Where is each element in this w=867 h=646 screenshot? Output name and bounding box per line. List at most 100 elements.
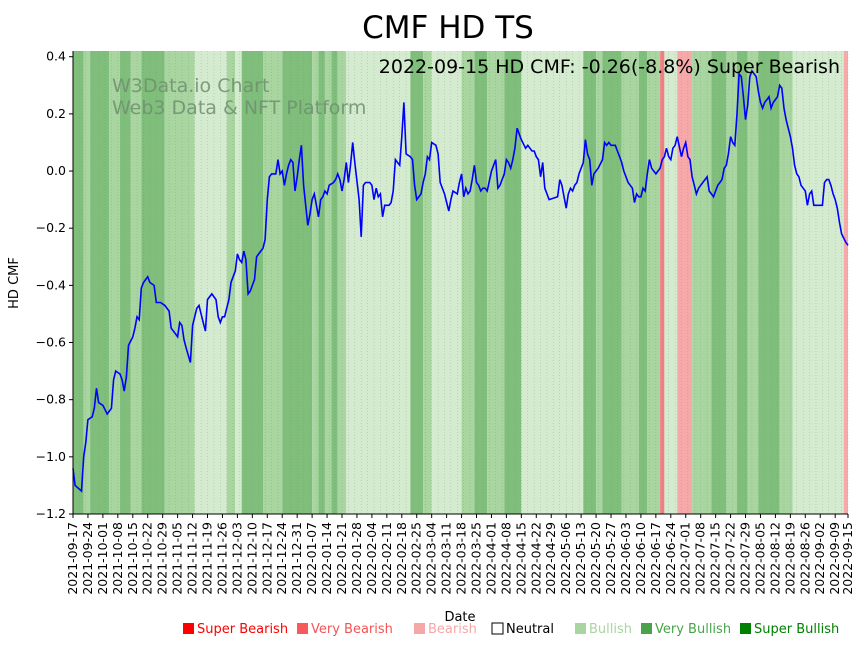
x-tick-label: 2021-12-17 bbox=[259, 522, 274, 595]
regime-band-neutral-bullish bbox=[792, 51, 844, 514]
x-tick-label: 2022-03-18 bbox=[454, 522, 469, 595]
x-tick-label: 2022-09-02 bbox=[812, 522, 827, 595]
watermark-line-1: W3Data.io Chart bbox=[112, 75, 269, 97]
regime-band-very-bullish bbox=[90, 51, 110, 514]
regime-band-bullish bbox=[312, 51, 319, 514]
regime-band-very-bullish bbox=[602, 51, 622, 514]
x-tick-label: 2022-01-07 bbox=[304, 522, 319, 595]
y-tick-label: −0.4 bbox=[36, 277, 66, 292]
x-tick-label: 2022-05-20 bbox=[588, 522, 603, 595]
legend-item-label: Very Bullish bbox=[655, 622, 731, 637]
x-tick-label: 2022-04-22 bbox=[528, 522, 543, 595]
legend-swatch bbox=[740, 623, 751, 634]
x-tick-label: 2022-04-15 bbox=[513, 522, 528, 595]
regime-band-very-bullish bbox=[73, 51, 84, 514]
x-tick-label: 2021-10-29 bbox=[155, 522, 170, 595]
legend-item-label: Bearish bbox=[428, 622, 477, 637]
regime-band-bullish bbox=[83, 51, 91, 514]
axes: −1.2 −1.0 −0.8 −0.6 −0.4 −0.2 0.0 0.2 0.4 2021-09… bbox=[36, 49, 855, 595]
regime-band-very-bullish bbox=[583, 51, 597, 514]
regime-band-very-bullish bbox=[141, 51, 165, 514]
regime-band-very-bullish bbox=[119, 51, 131, 514]
legend-item-label: Super Bearish bbox=[197, 622, 288, 637]
y-tick-label: −1.2 bbox=[36, 506, 66, 521]
y-axis-label: HD CMF bbox=[7, 257, 22, 309]
x-tick-label: 2022-03-11 bbox=[439, 522, 454, 595]
x-tick-label: 2021-12-03 bbox=[229, 522, 244, 595]
x-tick-label: 2022-06-10 bbox=[633, 522, 648, 595]
legend-swatch bbox=[641, 623, 652, 634]
x-tick-label: 2022-08-12 bbox=[767, 522, 782, 595]
regime-band-neutral-bullish bbox=[346, 51, 411, 514]
x-tick-label: 2021-12-24 bbox=[274, 522, 289, 595]
y-tick-label: 0.4 bbox=[46, 49, 66, 64]
legend-item-label: Bullish bbox=[589, 622, 632, 637]
y-tick-label: −0.6 bbox=[36, 335, 66, 350]
x-tick-label: 2021-11-05 bbox=[170, 522, 185, 595]
hd-cmf-series-line bbox=[72, 69, 849, 493]
x-tick-label: 2021-10-15 bbox=[125, 522, 140, 595]
x-tick-label: 2022-07-22 bbox=[723, 522, 738, 595]
x-tick-label: 2022-02-11 bbox=[379, 522, 394, 595]
x-tick-label: 2022-04-08 bbox=[498, 522, 513, 595]
x-tick-label: 2022-01-28 bbox=[349, 522, 364, 595]
legend: Super Bearish Very Bearish Bearish Neutral B… bbox=[183, 622, 839, 637]
legend-item-label: Very Bearish bbox=[311, 622, 393, 637]
x-tick-label: 2021-12-10 bbox=[244, 522, 259, 595]
regime-band-very-bullish bbox=[736, 51, 748, 514]
regime-band-neutral-bullish bbox=[194, 51, 227, 514]
x-tick-label: 2022-07-01 bbox=[678, 522, 693, 595]
regime-band-bullish bbox=[779, 51, 793, 514]
x-axis-label: Date bbox=[444, 610, 475, 625]
regime-band-bullish bbox=[423, 51, 432, 514]
x-tick-label: 2022-08-26 bbox=[797, 522, 812, 595]
x-tick-label: 2022-02-04 bbox=[364, 522, 379, 595]
regime-band-very-bullish bbox=[758, 51, 780, 514]
regime-band-bullish bbox=[263, 51, 283, 514]
x-tick-label: 2021-09-17 bbox=[65, 522, 80, 595]
watermark: W3Data.io Chart Web3 Data & NFT Platform bbox=[112, 75, 366, 119]
x-tick-label: 2021-12-31 bbox=[289, 522, 304, 595]
regime-band-bearish bbox=[843, 51, 848, 514]
x-tick-label: 2022-07-15 bbox=[708, 522, 723, 595]
regime-band-very-bullish bbox=[474, 51, 488, 514]
x-tick-label: 2022-03-04 bbox=[424, 522, 439, 595]
x-tick-label: 2022-07-08 bbox=[693, 522, 708, 595]
regime-band-very-bullish bbox=[318, 51, 325, 514]
legend-swatch bbox=[575, 623, 586, 634]
x-tick-label: 2022-07-29 bbox=[738, 522, 753, 595]
regime-band-bullish bbox=[747, 51, 759, 514]
y-tick-label: −0.2 bbox=[36, 220, 66, 235]
regime-band-bullish bbox=[109, 51, 120, 514]
x-tick-label: 2022-05-06 bbox=[558, 522, 573, 595]
regime-band-very-bullish bbox=[711, 51, 727, 514]
legend-item-label: Neutral bbox=[506, 622, 554, 637]
x-tick-label: 2021-10-08 bbox=[110, 522, 125, 595]
x-tick-label: 2022-04-29 bbox=[543, 522, 558, 595]
regime-band-neutral-bullish bbox=[235, 51, 242, 514]
regime-band-bullish bbox=[726, 51, 737, 514]
regime-band-bearish bbox=[677, 51, 693, 514]
latest-value-annotation: 2022-09-15 HD CMF: -0.26(-8.8%) Super Be… bbox=[379, 56, 840, 78]
x-tick-label: 2021-11-19 bbox=[200, 522, 215, 595]
y-tick-label: 0.0 bbox=[46, 163, 66, 178]
x-tick-label: 2022-02-18 bbox=[394, 522, 409, 595]
x-tick-label: 2022-06-03 bbox=[618, 522, 633, 595]
chart-title: CMF HD TS bbox=[362, 10, 534, 46]
legend-swatch bbox=[183, 623, 194, 634]
regime-band-bullish bbox=[164, 51, 195, 514]
x-tick-label: 2022-05-13 bbox=[573, 522, 588, 595]
regime-band-bullish bbox=[324, 51, 332, 514]
regime-band-neutral-bullish bbox=[431, 51, 462, 514]
regime-band-bullish bbox=[692, 51, 712, 514]
y-tick-label: −1.0 bbox=[36, 449, 66, 464]
x-tick-label: 2021-10-22 bbox=[140, 522, 155, 595]
regime-band-bullish bbox=[596, 51, 603, 514]
watermark-line-2: Web3 Data & NFT Platform bbox=[112, 97, 366, 119]
x-tick-label: 2022-01-14 bbox=[319, 522, 334, 595]
legend-swatch bbox=[297, 623, 308, 634]
x-tick-label: 2022-08-05 bbox=[752, 522, 767, 595]
y-tick-label: 0.2 bbox=[46, 106, 66, 121]
x-tick-label: 2022-05-27 bbox=[603, 522, 618, 595]
x-tick-label: 2022-01-21 bbox=[334, 522, 349, 595]
